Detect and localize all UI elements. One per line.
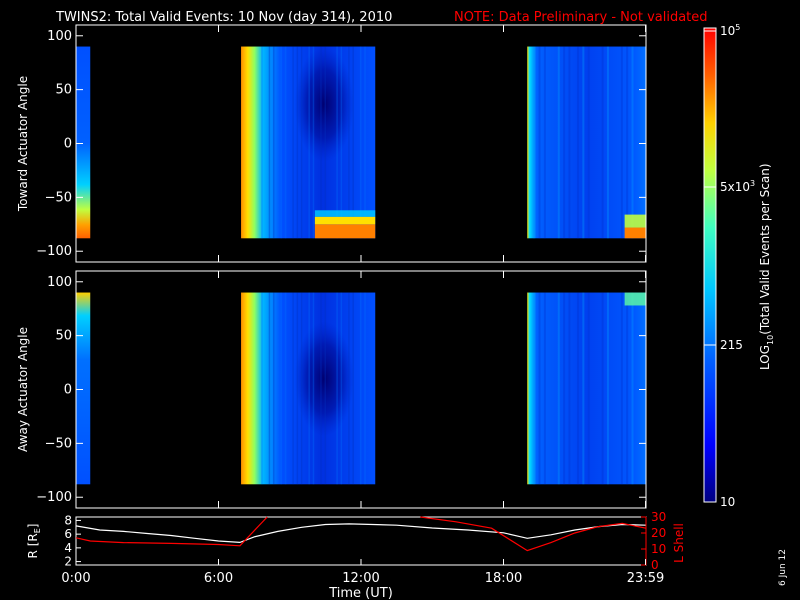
colorbar-tick-label: 10 — [720, 495, 735, 509]
x-axis-label: Time (UT) — [328, 586, 393, 600]
y-tick-label: 2 — [64, 555, 72, 569]
y-tick-label: 6 — [64, 527, 72, 541]
x-tick-label: 23:59 — [627, 571, 664, 586]
y-tick-label: 100 — [47, 275, 72, 290]
l-shell-series-line — [75, 516, 268, 547]
data-block — [241, 46, 376, 239]
y-tick-label: 100 — [47, 29, 72, 44]
colorbar-scale — [703, 27, 717, 503]
x-tick-label: 18:00 — [485, 571, 522, 586]
y-tick-label: 4 — [64, 541, 72, 555]
data-block — [76, 292, 91, 485]
data-block — [241, 292, 376, 485]
chart-note: NOTE: Data Preliminary - Not validated — [454, 10, 708, 25]
away-angle-panel: 100 50 0 −50 −100 Away Actuator Angle — [16, 270, 647, 509]
left-axis-label: R [RE] — [26, 524, 42, 559]
y-tick-label: 8 — [64, 513, 72, 527]
right-axis-label: L Shell — [672, 523, 686, 563]
colorbar-tick-label: 215 — [720, 338, 743, 352]
right-y-tick-label: 10 — [651, 542, 666, 556]
x-tick-label: 6:00 — [204, 571, 233, 586]
x-tick-label: 0:00 — [61, 571, 90, 586]
y-axis-label: Away Actuator Angle — [16, 327, 30, 452]
y-tick-label: 50 — [55, 329, 72, 344]
x-tick-label: 12:00 — [342, 571, 379, 586]
y-tick-label: −50 — [45, 436, 72, 451]
y-tick-label: 0 — [64, 137, 72, 152]
y-tick-label: 0 — [64, 383, 72, 398]
y-tick-label: −100 — [36, 244, 72, 259]
right-y-tick-label: 20 — [651, 526, 666, 540]
side-date: 6 Jun 12 — [778, 549, 788, 586]
right-y-tick-label: 0 — [651, 558, 659, 572]
colorbar: 10 215 5x103 105 LOG10(Total Valid Events p… — [703, 23, 775, 509]
colorbar-label: LOG10(Total Valid Events per Scan) — [758, 163, 775, 370]
data-block — [76, 46, 91, 239]
y-tick-label: 50 — [55, 83, 72, 98]
data-block — [527, 292, 646, 485]
colorbar-tick-label: 105 — [720, 23, 740, 38]
r-series-line — [75, 523, 647, 544]
colorbar-tick-label: 5x103 — [720, 179, 755, 194]
y-axis-label: Toward Actuator Angle — [16, 76, 30, 212]
data-block — [527, 46, 646, 239]
l-shell-series-line — [420, 516, 647, 552]
chart-title: TWINS2: Total Valid Events: 10 Nov (day … — [55, 10, 392, 25]
y-tick-label: −50 — [45, 190, 72, 205]
y-tick-label: −100 — [36, 490, 72, 505]
toward-angle-panel: 100 50 0 −50 −100 Toward Actuator Angle — [16, 24, 647, 263]
right-y-tick-label: 30 — [651, 510, 666, 524]
